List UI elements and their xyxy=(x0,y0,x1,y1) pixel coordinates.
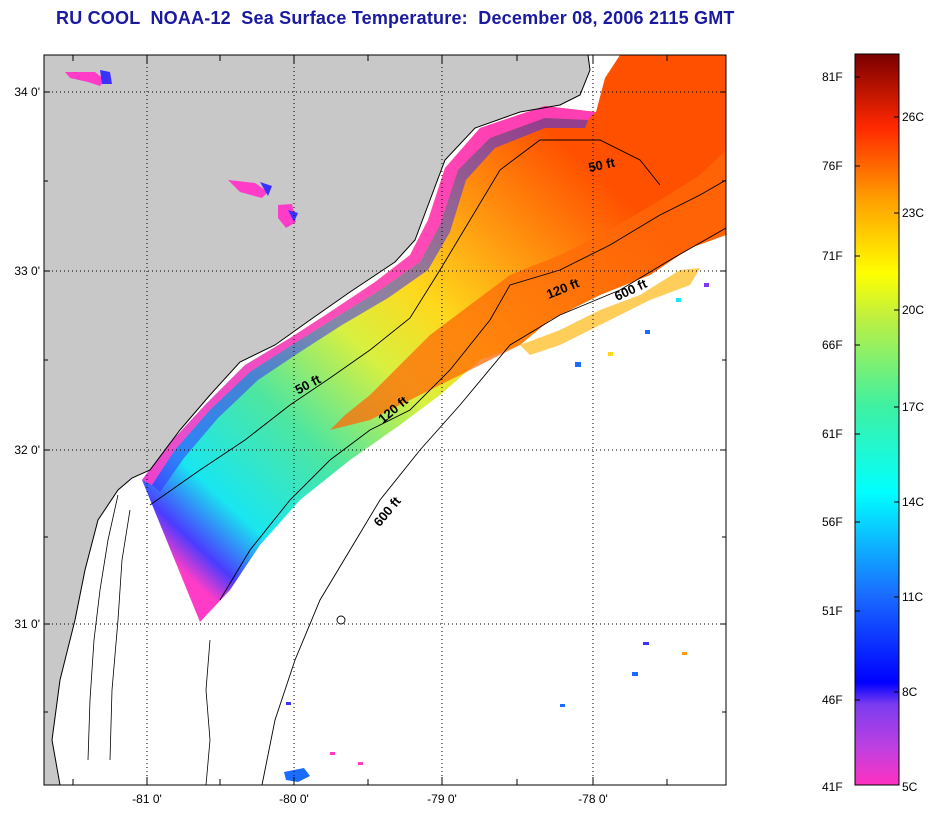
colorbar-c-14: 14C xyxy=(902,495,925,509)
colorbar-f-61: 61F xyxy=(822,427,843,441)
colorbar-f-81: 81F xyxy=(822,70,843,84)
lon-label-79: -79 0' xyxy=(427,792,457,806)
colorbar-f-71: 71F xyxy=(822,249,843,263)
scattered-data-pixels xyxy=(284,268,709,782)
colorbar-f-46: 46F xyxy=(822,693,843,707)
colorbar-f-56: 56F xyxy=(822,515,843,529)
colorbar-c-5: 5C xyxy=(902,780,918,794)
colorbar-f-51: 51F xyxy=(822,604,843,618)
colorbar-c-20: 20C xyxy=(902,303,925,317)
lon-label-78: -78 0' xyxy=(578,792,608,806)
lat-label-32: 32 0' xyxy=(14,443,40,457)
contour-120ft xyxy=(219,179,727,601)
coastline xyxy=(51,54,591,786)
land-area xyxy=(44,55,590,785)
colorbar-c-11: 11C xyxy=(902,590,924,604)
axis-ticks xyxy=(44,55,726,785)
lat-label-31: 31 0' xyxy=(14,617,40,631)
coastal-blue-band xyxy=(152,118,588,492)
colorbar-c-8: 8C xyxy=(902,685,918,699)
barrier-islands xyxy=(87,494,211,786)
lat-label-33: 33 0' xyxy=(14,264,40,278)
warm-front xyxy=(330,150,726,430)
colorbar xyxy=(854,53,900,786)
colorbar-f-76: 76F xyxy=(822,159,843,173)
graticule xyxy=(44,55,726,785)
contour-50ft xyxy=(149,139,661,506)
map-title: RU COOL NOAA-12 Sea Surface Temperature:… xyxy=(56,8,735,28)
map-frame xyxy=(43,54,727,786)
lon-label-81: -81 0' xyxy=(132,792,162,806)
colorbar-f-66: 66F xyxy=(822,338,843,352)
colorbar-c-26: 26C xyxy=(902,110,925,124)
coastal-cold-band xyxy=(142,106,596,485)
colorbar-c-23: 23C xyxy=(902,206,925,220)
colorbar-ticks xyxy=(855,76,899,786)
contour-label-50ft-north: 50 ft xyxy=(587,155,617,175)
colorbar-c-17: 17C xyxy=(902,400,925,414)
colorbar-f-41: 41F xyxy=(822,780,843,794)
inland-lakes xyxy=(65,70,298,228)
lon-label-80: -80 0' xyxy=(279,792,309,806)
lat-label-34: 34 0' xyxy=(14,85,40,99)
